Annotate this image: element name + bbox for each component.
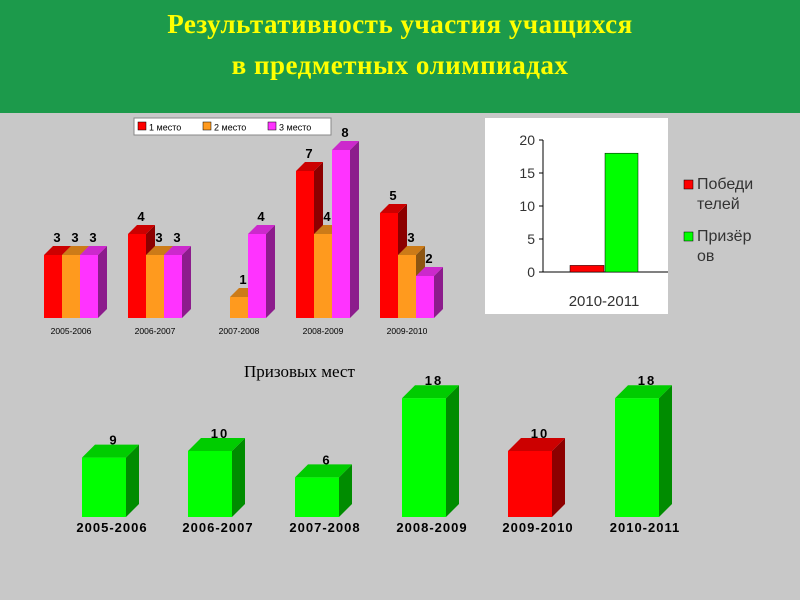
prize-x-tick-2010-2011: 2010-2011	[610, 520, 680, 535]
chart2-legend-label-2b: ов	[697, 248, 714, 265]
prize-bar-2005-2006	[82, 444, 139, 517]
chart2-y-tick-20: 20	[519, 132, 535, 148]
data-label-2006-2007-place1: 4	[137, 209, 145, 224]
prize-bar-2010-2011	[615, 385, 672, 517]
prize-label-2010-2011: 18	[638, 373, 656, 388]
prize-label-2006-2007: 10	[211, 426, 229, 441]
page-title-line2: в предметных олимпиадах	[231, 50, 569, 80]
prize-label-2009-2010: 10	[531, 426, 549, 441]
bar-2008-2009-place3	[332, 141, 359, 318]
x-tick-2008-2009: 2008-2009	[303, 326, 344, 336]
page-title-line1: Результативность участия учащихся	[167, 9, 633, 39]
data-label-2008-2009-place2: 4	[323, 209, 331, 224]
data-label-2005-2006-place1: 3	[53, 230, 60, 245]
chart2-bar-1	[569, 265, 605, 273]
chart2-legend-label-1b: телей	[697, 196, 740, 213]
data-label-2007-2008-place2: 1	[239, 272, 246, 287]
bar-2007-2008-place3	[248, 225, 275, 318]
chart2-bar-2	[604, 152, 639, 273]
prize-places-label: Призовых мест	[244, 362, 355, 381]
prize-bar-2006-2007	[188, 438, 245, 517]
prize-bar-2007-2008	[295, 464, 352, 517]
chart2-legend-label-2a: Призёр	[697, 228, 752, 245]
data-label-2006-2007-place2: 3	[155, 230, 162, 245]
chart2-y-tick-10: 10	[519, 198, 535, 214]
legend-label-1: 1 место	[149, 123, 181, 133]
prize-x-tick-2008-2009: 2008-2009	[396, 520, 467, 535]
data-label-2006-2007-place3: 3	[173, 230, 180, 245]
prize-label-2008-2009: 18	[425, 373, 443, 388]
data-label-2009-2010-place3: 2	[425, 251, 432, 266]
data-label-2005-2006-place2: 3	[71, 230, 78, 245]
data-label-2009-2010-place1: 5	[389, 188, 396, 203]
title-banner	[0, 0, 800, 113]
prize-x-tick-2006-2007: 2006-2007	[182, 520, 253, 535]
chart2-legend-swatch-1	[683, 179, 694, 190]
bar-2006-2007-place3	[164, 246, 191, 318]
chart2-x-tick: 2010-2011	[569, 293, 640, 310]
chart2-legend-swatch-2	[683, 231, 694, 242]
legend-label-3: 3 место	[279, 123, 311, 133]
data-label-2007-2008-place3: 4	[257, 209, 265, 224]
bar-2009-2010-place3	[416, 267, 443, 318]
prize-bar-2009-2010	[508, 438, 565, 517]
x-tick-2006-2007: 2006-2007	[135, 326, 176, 336]
data-label-2009-2010-place2: 3	[407, 230, 414, 245]
x-tick-2007-2008: 2007-2008	[219, 326, 260, 336]
prize-bar-2008-2009	[402, 385, 459, 517]
prize-x-tick-2007-2008: 2007-2008	[289, 520, 360, 535]
legend-swatch-2	[202, 121, 212, 131]
legend-swatch-1	[137, 121, 147, 131]
chart2-y-tick-5: 5	[527, 231, 535, 247]
bar-2005-2006-place3	[80, 246, 107, 318]
chart1-legend-box	[133, 117, 332, 136]
legend-swatch-3	[267, 121, 277, 131]
prize-x-tick-2009-2010: 2009-2010	[502, 520, 573, 535]
x-tick-2009-2010: 2009-2010	[387, 326, 428, 336]
chart2-legend-label-1a: Победи	[697, 176, 753, 193]
prize-x-tick-2005-2006: 2005-2006	[76, 520, 147, 535]
prize-label-2007-2008: 6	[322, 452, 331, 467]
data-label-2008-2009-place1: 7	[305, 146, 312, 161]
legend-label-2: 2 место	[214, 123, 246, 133]
data-label-2005-2006-place3: 3	[89, 230, 96, 245]
chart2-y-tick-15: 15	[519, 165, 535, 181]
prize-label-2005-2006: 9	[109, 433, 118, 448]
chart2-y-tick-0: 0	[527, 264, 535, 280]
data-label-2008-2009-place3: 8	[341, 125, 348, 140]
x-tick-2005-2006: 2005-2006	[51, 326, 92, 336]
